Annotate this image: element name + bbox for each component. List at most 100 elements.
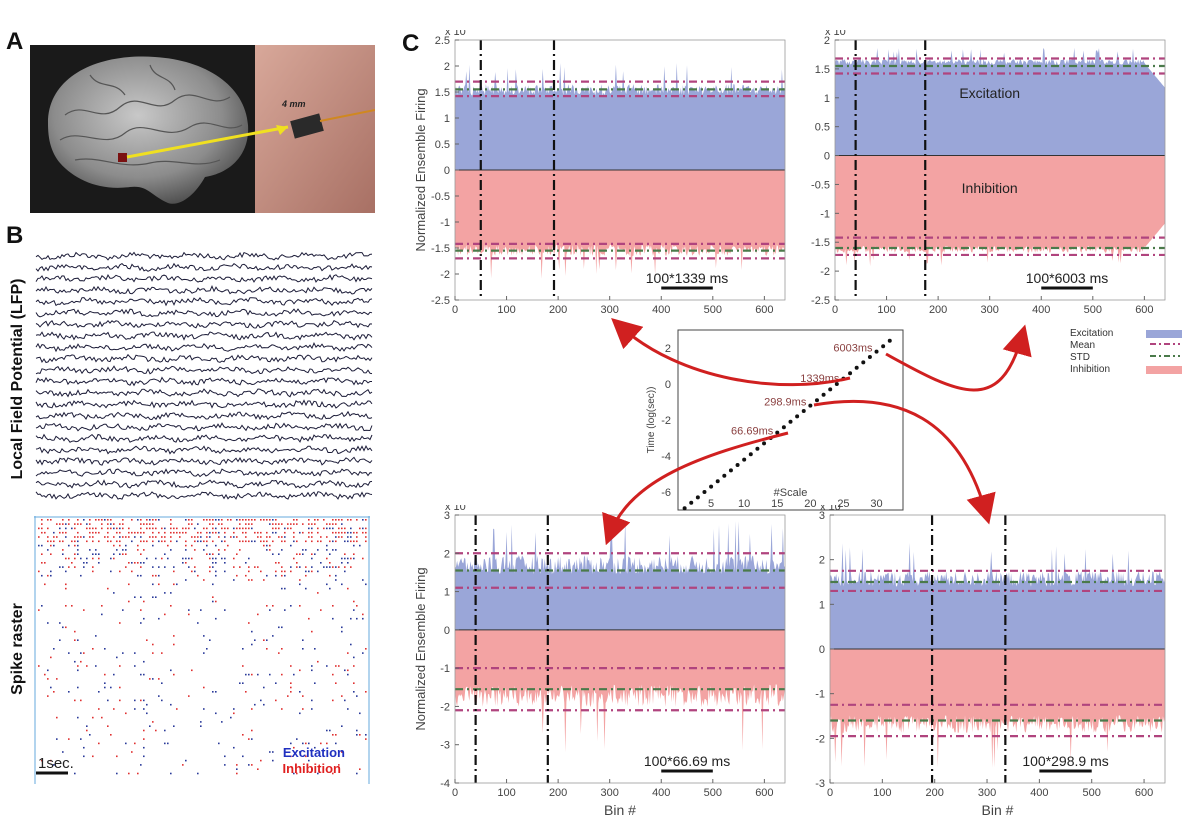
spike-dot [362, 613, 364, 616]
spike-dot [326, 544, 328, 547]
spike-dot [344, 699, 346, 702]
spike-dot [62, 523, 64, 525]
spike-dot [296, 540, 298, 543]
y-tick-label: -1 [815, 689, 825, 701]
spike-dot [74, 639, 76, 641]
spike-dot [239, 549, 241, 551]
spike-dot [269, 523, 271, 525]
spike-dot [230, 519, 232, 521]
spike-dot [197, 772, 199, 775]
spike-dot [107, 536, 109, 538]
spike-dot [89, 519, 91, 521]
spike-dot [320, 540, 322, 543]
spike-dot [164, 527, 166, 530]
spike-dot [104, 536, 106, 538]
spike-dot [215, 519, 217, 521]
spike-dot [308, 536, 310, 538]
spike-dot [86, 557, 88, 560]
spike-dot [62, 626, 64, 629]
spike-dot [347, 669, 349, 672]
spike-dot [260, 699, 262, 702]
spike-dot [290, 742, 292, 745]
spike-dot [89, 523, 91, 525]
spike-dot [353, 531, 355, 534]
chart-scale-66-69ms: 0 100 200 300 400 500 600 -4 -3 -2 -1 0 1 2 3x 10 -3 Nor… [413, 505, 786, 818]
lfp-trace [35, 285, 373, 295]
spike-dot [146, 523, 148, 525]
spike-dot [335, 519, 337, 521]
spike-dot [278, 626, 280, 629]
spike-dot [311, 531, 313, 534]
spike-dot [218, 536, 220, 538]
spike-dot [95, 665, 97, 667]
spike-dot [113, 536, 115, 538]
spike-dot [245, 574, 247, 577]
spike-dot [182, 531, 184, 534]
spike-dot [275, 682, 277, 684]
spike-dot [50, 544, 52, 547]
spike-dot [335, 566, 337, 568]
spike-dot [95, 549, 97, 551]
spike-dot [305, 549, 307, 551]
spike-dot [236, 536, 238, 538]
pointer-arrow [126, 125, 289, 159]
spike-dot [170, 669, 172, 672]
spike-dot [236, 553, 238, 555]
spike-dot [50, 574, 52, 577]
spike-dot [266, 648, 268, 650]
spike-dot [290, 566, 292, 568]
spike-dot [224, 755, 226, 758]
spike-dot [41, 605, 43, 607]
spike-dot [287, 523, 289, 525]
spike-dot [269, 536, 271, 538]
spike-dot [203, 527, 205, 530]
scale-point [722, 473, 727, 478]
spike-dot [152, 531, 154, 534]
spike-dot [245, 531, 247, 534]
spike-dot [116, 531, 118, 534]
spike-dot [212, 540, 214, 543]
spike-dot [194, 536, 196, 538]
lfp-trace [35, 319, 373, 329]
spike-dot [194, 527, 196, 530]
center-x-axis-label: #Scale [774, 487, 808, 499]
spike-dot [233, 566, 235, 568]
spike-dot [122, 553, 124, 555]
spike-dot [155, 596, 157, 598]
x-tick-label: 500 [704, 304, 722, 316]
spike-dot [89, 531, 91, 534]
spike-dot [50, 656, 52, 659]
spike-dot [293, 536, 295, 538]
spike-dot [140, 699, 142, 702]
scale-point [867, 355, 872, 359]
spike-dot [236, 768, 238, 770]
spike-dot [224, 527, 226, 530]
spike-dot [263, 579, 265, 581]
y-tick-label: -2.5 [431, 295, 450, 307]
spike-dot [131, 519, 133, 521]
spike-dot [53, 764, 55, 766]
spike-dot [176, 527, 178, 530]
spike-dot [56, 738, 58, 740]
spike-dot [143, 523, 145, 525]
spike-dot [44, 562, 46, 564]
brain-shape [48, 56, 249, 204]
spike-dot [215, 527, 217, 530]
spike-dot [308, 519, 310, 521]
spike-dot [356, 734, 358, 736]
spike-dot [128, 527, 130, 530]
spike-dot [92, 648, 94, 650]
lfp-trace [35, 399, 373, 409]
spike-dot [113, 553, 115, 555]
spike-dot [269, 609, 271, 611]
spike-dot [188, 523, 190, 525]
spike-dot [71, 562, 73, 564]
spike-dot [341, 557, 343, 560]
spike-dot [254, 703, 256, 706]
spike-dot [98, 691, 100, 693]
y-tick-label: 1 [819, 599, 825, 611]
spike-dot [65, 557, 67, 560]
y-tick-label: -0.5 [811, 179, 830, 191]
spike-dot [146, 712, 148, 715]
spike-dot [275, 531, 277, 534]
